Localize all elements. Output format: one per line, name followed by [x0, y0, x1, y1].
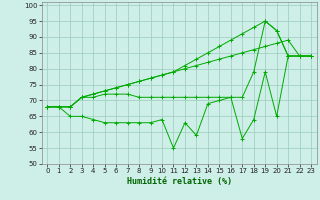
X-axis label: Humidité relative (%): Humidité relative (%) — [127, 177, 232, 186]
